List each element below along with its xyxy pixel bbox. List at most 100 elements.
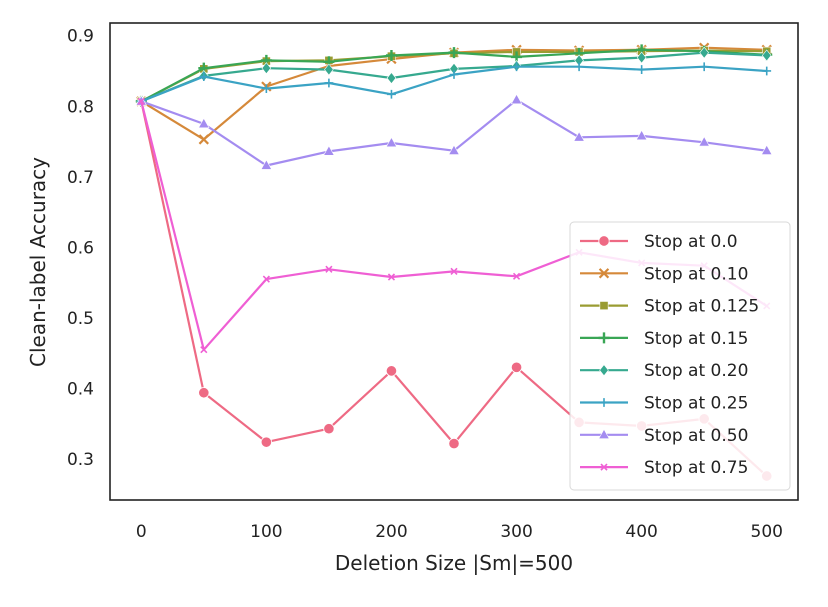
legend-marker [599, 398, 609, 407]
circle-marker [260, 436, 272, 448]
small-x-marker [137, 97, 145, 105]
data-point [198, 387, 210, 399]
data-point [137, 97, 145, 105]
x-tick-label: 500 [751, 522, 783, 542]
diamond-marker [599, 364, 609, 377]
legend-marker [599, 364, 609, 377]
legend-label: Stop at 0.20 [644, 361, 748, 381]
axis-ticks: 0 100 200 300 400 500 0.3 0.4 0.5 0.6 0.7 0.8 0.9 [67, 27, 783, 542]
legend-marker [598, 428, 610, 439]
y-tick-label: 0.3 [67, 450, 94, 470]
plus-marker [448, 47, 460, 59]
data-point [325, 265, 333, 273]
data-point [385, 136, 398, 148]
data-point [450, 267, 458, 275]
data-point [510, 93, 523, 105]
data-point [699, 46, 709, 59]
legend-marker [598, 235, 610, 247]
data-point [635, 129, 648, 141]
circle-marker [598, 235, 610, 247]
small-x-marker [262, 275, 270, 283]
triangle-marker [385, 136, 398, 148]
y-axis-label: Clean-label Accuracy [26, 157, 50, 367]
legend-item: Stop at 0.50 [580, 426, 748, 446]
legend-label: Stop at 0.10 [644, 264, 748, 284]
thin-plus-marker [512, 62, 521, 72]
legend-item: Stop at 0.75 [580, 458, 748, 478]
data-point [448, 437, 460, 450]
legend-item: Stop at 0.0 [580, 232, 738, 252]
y-tick-label: 0.5 [67, 309, 94, 329]
plot-area [135, 42, 773, 482]
legend-item: Stop at 0.125 [580, 297, 759, 317]
data-point [198, 134, 209, 145]
legend-item: Stop at 0.25 [580, 394, 748, 414]
legend: Stop at 0.0 Stop at 0.10 Stop at 0.125 Stop… [569, 221, 791, 491]
triangle-marker [698, 136, 710, 147]
thin-plus-marker [574, 62, 584, 72]
data-point [261, 84, 271, 94]
axes-frame [109, 22, 799, 501]
triangle-marker [760, 144, 773, 155]
x-marker [598, 268, 610, 279]
data-point [387, 89, 396, 99]
circle-marker [323, 423, 335, 435]
x-tick-label: 200 [375, 522, 407, 542]
legend-marker [598, 268, 610, 279]
data-point [512, 62, 521, 72]
diamond-marker [261, 62, 272, 75]
small-x-marker [325, 265, 333, 273]
small-x-marker [387, 273, 396, 281]
data-point [323, 423, 335, 435]
data-point [385, 365, 398, 377]
series-stop-at-0-20 [136, 46, 772, 108]
diamond-marker [386, 72, 397, 85]
data-point [386, 72, 397, 85]
data-point [261, 62, 272, 75]
thin-plus-marker [324, 78, 334, 88]
circle-marker [198, 387, 210, 399]
legend-label: Stop at 0.0 [644, 232, 738, 252]
data-point [200, 346, 208, 354]
diamond-marker [761, 49, 772, 62]
data-point [574, 62, 584, 72]
triangle-marker [635, 129, 648, 141]
x-tick-label: 0 [136, 522, 147, 542]
legend-label: Stop at 0.25 [644, 394, 748, 414]
data-point [262, 275, 270, 283]
thin-plus-marker [599, 398, 609, 407]
thin-plus-marker [199, 72, 209, 82]
data-point [260, 159, 273, 170]
diamond-marker [636, 51, 647, 64]
square-marker [599, 301, 609, 311]
legend-label: Stop at 0.125 [644, 297, 759, 317]
thin-plus-marker [699, 62, 709, 72]
data-point [324, 63, 334, 76]
data-point [324, 78, 334, 88]
y-tick-label: 0.8 [67, 97, 94, 117]
triangle-marker [510, 93, 523, 105]
triangle-marker [260, 159, 273, 170]
data-point [260, 436, 272, 448]
plus-marker [598, 332, 610, 344]
legend-label: Stop at 0.75 [644, 458, 748, 478]
data-point [699, 62, 709, 72]
data-point [636, 51, 647, 64]
diamond-marker [699, 46, 709, 59]
legend-marker [599, 301, 609, 311]
small-x-marker [450, 267, 458, 275]
data-point [199, 72, 209, 82]
thin-plus-marker [637, 65, 647, 74]
x-tick-label: 400 [625, 522, 657, 542]
data-point [762, 66, 772, 76]
data-point [449, 70, 459, 79]
legend-box [569, 221, 791, 491]
legend-marker [598, 332, 610, 344]
data-point [448, 144, 460, 155]
thin-plus-marker [261, 84, 271, 94]
x-marker [198, 134, 209, 145]
circle-marker [448, 437, 460, 450]
small-x-marker [512, 272, 521, 280]
circle-marker [510, 361, 523, 373]
